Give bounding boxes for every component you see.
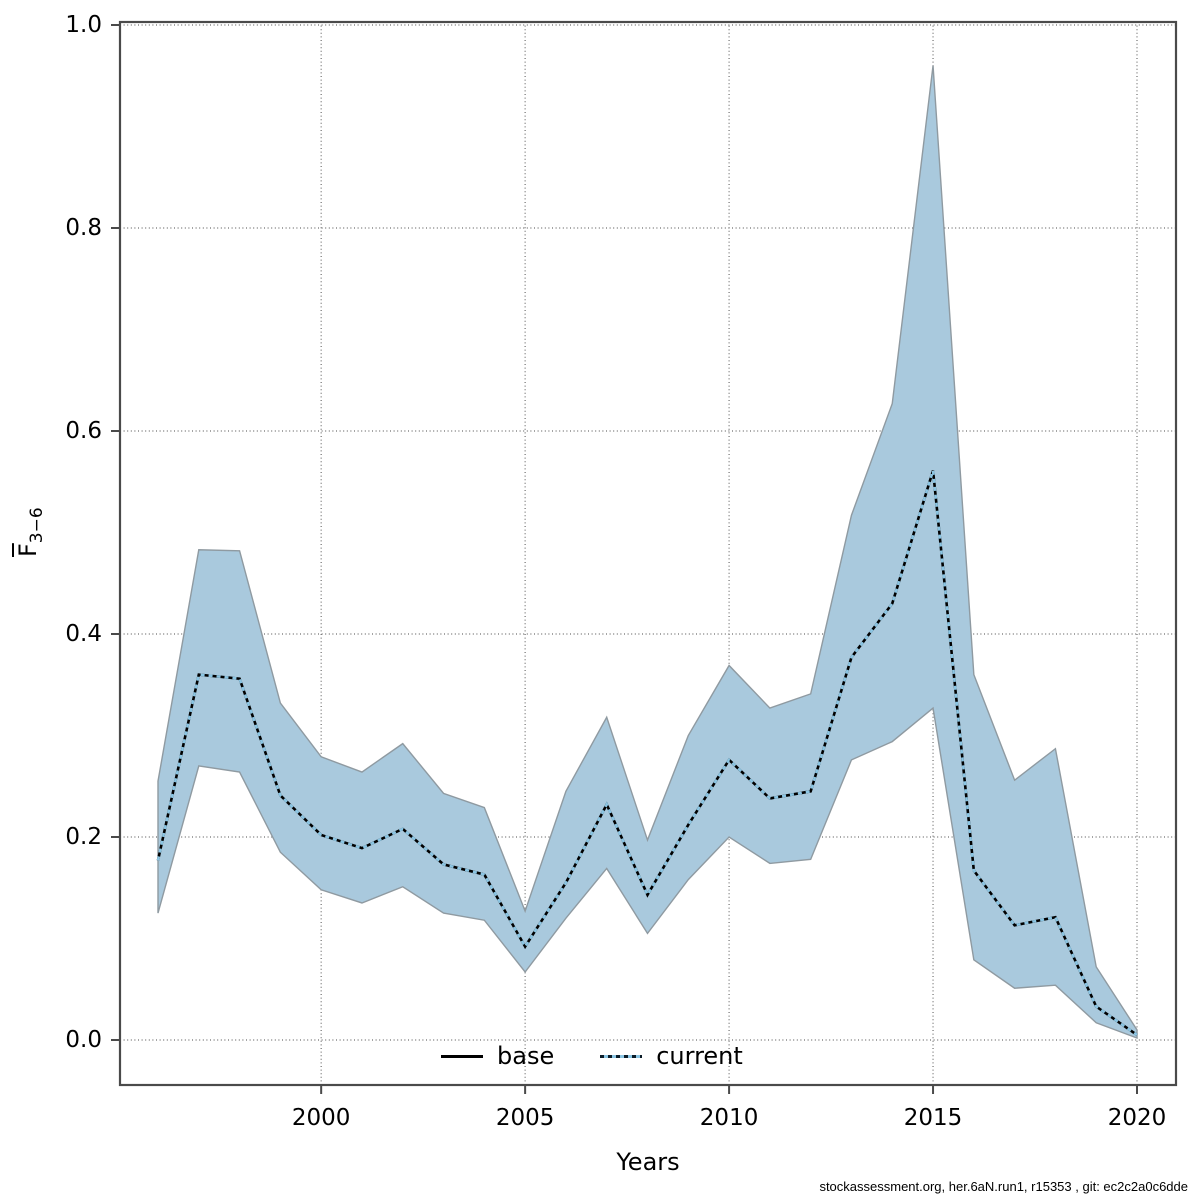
legend: base current	[441, 1041, 743, 1071]
x-tick-label: 2000	[292, 1105, 351, 1131]
caption-text: stockassessment.org, her.6aN.run1, r1535…	[819, 1179, 1188, 1194]
y-tick-label: 0.0	[65, 1027, 102, 1053]
confidence-band	[157, 65, 1138, 1039]
y-tick-label: 1.0	[65, 12, 102, 38]
plot-box-border	[118, 20, 1178, 1087]
y-tick-label: 0.6	[65, 418, 102, 444]
legend-current-label: current	[656, 1042, 743, 1070]
y-axis-label-subscript: 3−6	[26, 507, 47, 544]
x-tick-label: 2015	[904, 1105, 963, 1131]
legend-base-label: base	[497, 1042, 555, 1070]
x-tick-label: 2020	[1108, 1105, 1167, 1131]
current-line	[156, 470, 1138, 1036]
y-tick-label: 0.8	[65, 215, 102, 241]
y-axis-label-main: F	[14, 543, 42, 557]
x-tick-label: 2005	[496, 1105, 555, 1131]
legend-current-line-swatch	[600, 1054, 643, 1058]
legend-base-line-swatch	[441, 1054, 483, 1058]
y-tick-label: 0.2	[65, 824, 102, 850]
x-axis-label: Years	[616, 1148, 680, 1176]
x-tick-label: 2010	[700, 1105, 759, 1131]
y-tick-label: 0.4	[65, 621, 102, 647]
